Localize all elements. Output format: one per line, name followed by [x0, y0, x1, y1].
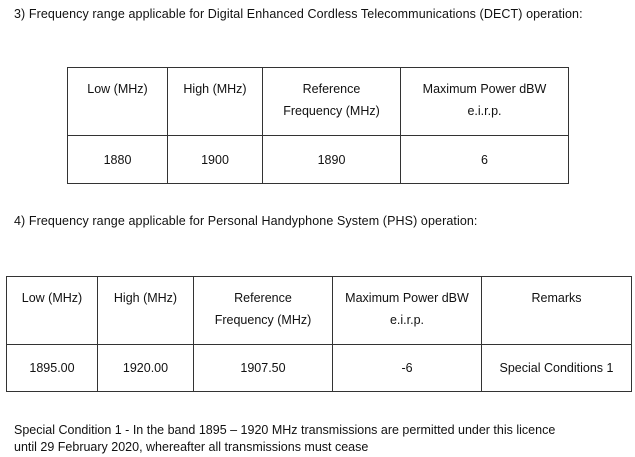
table-header-row: Low (MHz) High (MHz) Reference Frequency…: [6, 276, 632, 345]
table-row: 1895.00 1920.00 1907.50 -6 Special Condi…: [6, 344, 632, 392]
cell-reference-frequency: 1890: [262, 135, 401, 184]
phs-frequency-table: Low (MHz) High (MHz) Reference Frequency…: [6, 276, 632, 392]
header-reference-frequency: Reference Frequency (MHz): [262, 67, 401, 136]
cell-remarks: Special Conditions 1: [481, 344, 632, 392]
header-reference-frequency: Reference Frequency (MHz): [193, 276, 333, 345]
cell-high: 1920.00: [97, 344, 194, 392]
cell-maximum-power: -6: [332, 344, 482, 392]
header-maximum-power: Maximum Power dBW e.i.r.p.: [400, 67, 569, 136]
header-maximum-power: Maximum Power dBW e.i.r.p.: [332, 276, 482, 345]
header-remarks: Remarks: [481, 276, 632, 345]
dect-frequency-table: Low (MHz) High (MHz) Reference Frequency…: [67, 67, 569, 184]
cell-maximum-power: 6: [400, 135, 569, 184]
cell-low: 1880: [67, 135, 168, 184]
cell-low: 1895.00: [6, 344, 98, 392]
special-condition-line: until 29 February 2020, whereafter all t…: [14, 440, 369, 454]
cell-reference-frequency: 1907.50: [193, 344, 333, 392]
header-high: High (MHz): [97, 276, 194, 345]
table-header-row: Low (MHz) High (MHz) Reference Frequency…: [67, 67, 569, 136]
cell-high: 1900: [167, 135, 263, 184]
header-high: High (MHz): [167, 67, 263, 136]
header-low: Low (MHz): [6, 276, 98, 345]
special-condition-note: Special Condition 1 - In the band 1895 –…: [14, 422, 614, 456]
section-3-heading: 3) Frequency range applicable for Digita…: [14, 7, 583, 21]
section-4-heading: 4) Frequency range applicable for Person…: [14, 214, 478, 228]
header-low: Low (MHz): [67, 67, 168, 136]
table-row: 1880 1900 1890 6: [67, 135, 569, 184]
special-condition-line: Special Condition 1 - In the band 1895 –…: [14, 423, 556, 437]
